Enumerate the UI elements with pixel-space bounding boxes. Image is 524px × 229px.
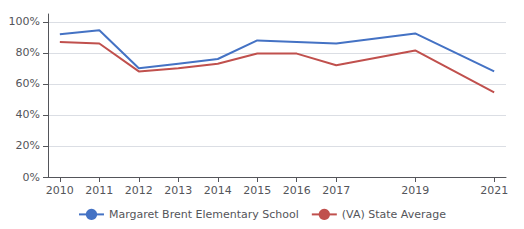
svg-text:60%: 60%	[16, 77, 40, 90]
svg-text:2015: 2015	[243, 184, 271, 197]
svg-text:2017: 2017	[322, 184, 350, 197]
svg-text:80%: 80%	[16, 46, 40, 59]
svg-text:20%: 20%	[16, 139, 40, 152]
svg-text:2019: 2019	[401, 184, 429, 197]
svg-text:2011: 2011	[85, 184, 113, 197]
svg-text:2012: 2012	[125, 184, 153, 197]
svg-text:2010: 2010	[46, 184, 74, 197]
svg-text:2021: 2021	[480, 184, 508, 197]
svg-text:2016: 2016	[283, 184, 311, 197]
svg-text:Margaret Brent Elementary Scho: Margaret Brent Elementary School	[109, 208, 299, 221]
svg-text:2014: 2014	[204, 184, 232, 197]
svg-text:(VA) State Average: (VA) State Average	[342, 208, 446, 221]
svg-text:100%: 100%	[9, 15, 40, 28]
svg-text:0%: 0%	[23, 171, 40, 184]
svg-text:40%: 40%	[16, 108, 40, 121]
svg-text:2013: 2013	[164, 184, 192, 197]
